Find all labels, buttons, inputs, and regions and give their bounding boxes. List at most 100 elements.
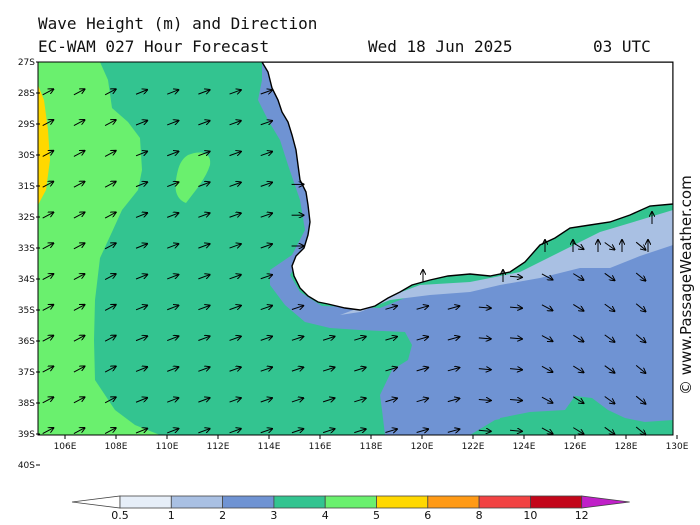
direction-arrow	[385, 337, 396, 340]
direction-arrow	[167, 305, 178, 311]
direction-arrow	[42, 366, 54, 373]
direction-arrow	[73, 274, 85, 281]
direction-arrow	[509, 430, 522, 431]
direction-arrow	[42, 151, 54, 157]
lat-label: 30S	[18, 151, 35, 161]
direction-arrow	[198, 182, 209, 187]
colorbar-label: 6	[424, 509, 431, 522]
direction-arrow	[198, 398, 209, 403]
direction-arrow	[104, 120, 116, 127]
direction-arrow	[167, 244, 178, 249]
forecast-date: Wed 18 Jun 2025	[368, 37, 513, 56]
band-4-5	[38, 62, 160, 435]
direction-arrow	[322, 337, 334, 341]
direction-arrow	[322, 398, 334, 402]
lat-label: 35S	[18, 306, 35, 316]
direction-arrow	[167, 275, 178, 280]
direction-arrow	[573, 365, 583, 372]
direction-arrow	[135, 398, 147, 403]
direction-arrow	[385, 306, 396, 309]
direction-arrow	[291, 336, 303, 340]
direction-arrow	[42, 120, 54, 127]
direction-arrow	[229, 306, 241, 311]
direction-arrow	[509, 276, 522, 277]
colorbar-label: 2	[219, 509, 226, 522]
direction-arrow	[42, 336, 54, 342]
direction-arrow	[509, 307, 522, 308]
direction-arrow	[354, 429, 365, 433]
band-3-4-patch	[495, 396, 673, 435]
colorbar-segment	[119, 495, 172, 509]
lat-label: 38S	[18, 399, 35, 409]
map-fields	[38, 62, 673, 435]
direction-arrow	[135, 305, 147, 311]
latitude-axis: 27S 28S 29S 30S 31S 32S 33S 34S 35S 36S 37S 38S 39S 4…	[18, 58, 40, 471]
direction-arrow	[478, 399, 491, 400]
direction-arrow	[73, 428, 85, 435]
direction-arrow	[447, 337, 460, 340]
direction-arrow	[167, 90, 178, 95]
direction-arrow	[478, 369, 491, 370]
direction-arrow	[104, 274, 116, 281]
direction-arrow	[42, 182, 54, 188]
lat-label: 27S	[18, 58, 35, 68]
forecast-time: 03 UTC	[593, 37, 651, 56]
lat-label: 28S	[18, 89, 35, 99]
direction-arrow	[198, 244, 209, 249]
lat-label: 33S	[18, 244, 35, 254]
direction-arrow	[104, 305, 116, 311]
lat-label: 36S	[18, 337, 35, 347]
direction-arrow	[198, 336, 209, 341]
colorbar-label: 0.5	[111, 509, 129, 522]
direction-arrow	[291, 367, 303, 371]
colorbar: 0.5 1 2 3 4 5 6 8 10 12	[71, 495, 630, 522]
direction-arrow	[229, 336, 241, 341]
direction-arrow	[104, 151, 116, 157]
lon-label: 112E	[207, 442, 230, 452]
lon-label: 120E	[411, 442, 434, 452]
direction-arrow	[260, 244, 272, 248]
direction-arrow	[416, 429, 429, 432]
direction-arrow	[42, 89, 54, 96]
lon-label: 128E	[615, 442, 638, 452]
direction-arrow	[42, 397, 54, 404]
direction-arrow	[447, 368, 460, 371]
direction-arrow	[447, 306, 460, 309]
direction-arrow	[635, 395, 645, 404]
colorbar-segment	[427, 495, 480, 509]
direction-arrow	[42, 428, 54, 435]
band-1-2	[340, 210, 673, 315]
direction-arrow	[260, 182, 272, 186]
colorbar-segment	[273, 495, 326, 509]
direction-arrow	[573, 396, 583, 403]
direction-arrow	[167, 398, 178, 403]
direction-arrow	[541, 427, 553, 434]
colorbar-segment	[324, 495, 377, 509]
direction-arrow	[604, 365, 615, 373]
direction-arrow	[509, 338, 522, 339]
direction-arrow	[291, 429, 303, 433]
colorbar-label: 10	[523, 509, 537, 522]
colorbar-label: 3	[270, 509, 277, 522]
direction-arrow	[104, 243, 116, 250]
direction-arrow	[229, 90, 241, 95]
direction-arrow	[42, 305, 54, 311]
direction-arrow	[385, 429, 396, 432]
direction-arrow	[635, 303, 645, 312]
direction-arrow	[541, 304, 553, 311]
direction-arrow	[416, 368, 429, 371]
lon-label: 122E	[462, 442, 485, 452]
direction-arrow	[322, 367, 334, 371]
direction-arrow	[198, 275, 209, 280]
direction-arrow	[104, 336, 116, 342]
colorbar-label: 4	[322, 509, 329, 522]
direction-arrow	[573, 303, 583, 310]
direction-arrow	[198, 90, 209, 95]
direction-arrow	[135, 429, 147, 434]
direction-arrow	[354, 398, 365, 402]
direction-arrow	[135, 275, 147, 280]
direction-arrow	[260, 336, 272, 340]
direction-arrow	[385, 367, 396, 370]
direction-arrow	[541, 396, 553, 403]
direction-arrow	[135, 182, 147, 188]
